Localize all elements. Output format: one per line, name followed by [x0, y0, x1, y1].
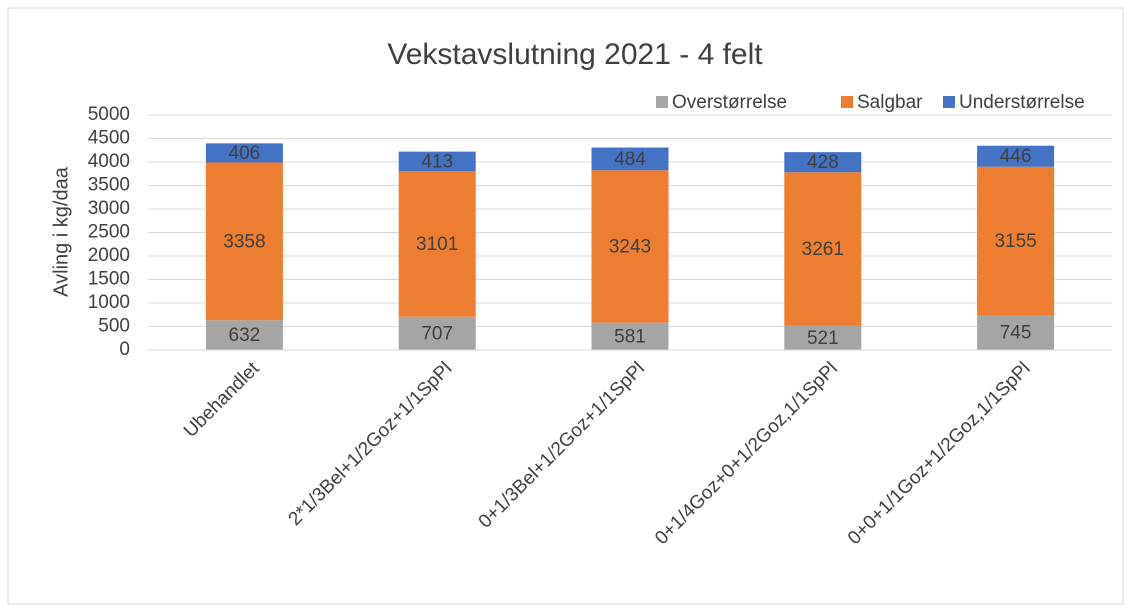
data-label: 428 [807, 152, 839, 173]
data-label: 632 [229, 325, 261, 346]
chart-border [7, 7, 1124, 605]
data-label: 446 [1000, 146, 1032, 167]
bar-segment [591, 147, 669, 171]
legend-swatch [943, 96, 955, 108]
data-label: 3358 [223, 231, 265, 252]
bar-segment [784, 325, 862, 350]
data-label: 581 [614, 326, 646, 347]
y-tick-label: 2500 [88, 222, 130, 243]
y-tick-label: 500 [98, 316, 130, 337]
bar-segment [205, 143, 283, 163]
bar-segment [398, 316, 476, 350]
y-axis-title: Avling i kg/daa [50, 166, 72, 297]
legend-label: Salgbar [857, 92, 923, 113]
y-tick-label: 3000 [88, 198, 130, 219]
bar-segment [784, 152, 862, 173]
bar-segment [784, 172, 862, 326]
y-tick-label: 4500 [88, 128, 130, 149]
bar-segment [205, 162, 283, 321]
bar-segment [977, 314, 1055, 350]
legend-swatch [656, 96, 668, 108]
y-tick-label: 2000 [88, 245, 130, 266]
data-label: 3261 [802, 239, 844, 260]
bar-segment [977, 145, 1055, 167]
bar-segment [398, 151, 476, 172]
data-label: 3243 [609, 236, 651, 257]
legend-label: Understørrelse [959, 92, 1085, 113]
bar-segment [398, 171, 476, 317]
y-tick-label: 3500 [88, 175, 130, 196]
bar-segment [591, 170, 669, 323]
y-tick-label: 1500 [88, 269, 130, 290]
bar-segment [205, 320, 283, 350]
chart-title: Vekstavslutning 2021 - 4 felt [387, 38, 763, 71]
data-label: 707 [421, 323, 453, 344]
legend-swatch [841, 96, 853, 108]
bar-segment [977, 166, 1055, 315]
data-label: 484 [614, 149, 646, 170]
data-label: 3101 [416, 234, 458, 255]
y-tick-label: 5000 [88, 104, 130, 125]
y-tick-label: 0 [119, 339, 130, 360]
bar-segment [591, 322, 669, 350]
legend-label: Overstørrelse [672, 92, 787, 113]
data-label: 406 [229, 143, 261, 164]
data-label: 413 [421, 151, 453, 172]
data-label: 3155 [994, 231, 1036, 252]
data-label: 521 [807, 328, 839, 349]
y-tick-label: 1000 [88, 292, 130, 313]
data-label: 745 [1000, 323, 1032, 344]
y-tick-label: 4000 [88, 151, 130, 172]
